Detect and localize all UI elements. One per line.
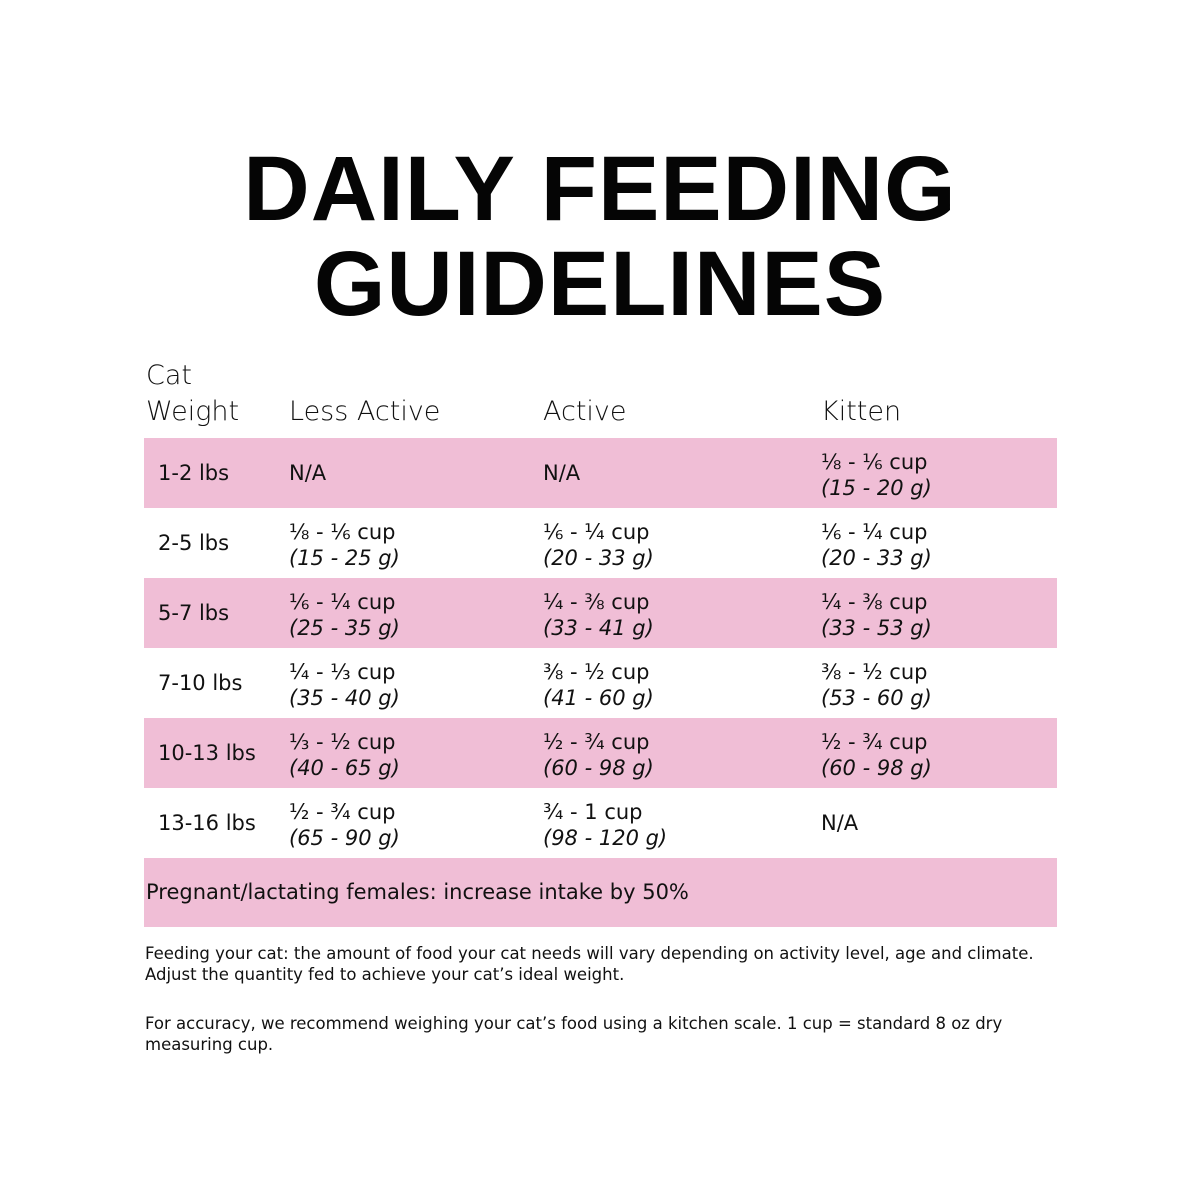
cup-amount: ⅙ - ¼ cup: [289, 590, 396, 614]
gram-amount: (25 - 35 g): [289, 616, 400, 640]
cup-amount: N/A: [289, 461, 327, 485]
title-line-2: GUIDELINES: [313, 233, 887, 335]
cup-amount: ½ - ¾ cup: [289, 800, 396, 824]
header-cat-weight: Cat Weight: [146, 358, 239, 430]
pregnant-note-row: Pregnant/lactating females: increase int…: [144, 858, 1057, 927]
cup-amount: N/A: [543, 461, 581, 485]
weight-cell: 1-2 lbs: [158, 461, 230, 485]
accuracy-note: For accuracy, we recommend weighing your…: [145, 1014, 1003, 1054]
cup-amount: ¼ - ⅓ cup: [289, 660, 396, 684]
active-cell: N/A: [543, 460, 580, 486]
kitten-cell: ⅛ - ⅙ cup (15 - 20 g): [821, 449, 932, 501]
active-cell: ¾ - 1 cup (98 - 120 g): [543, 799, 667, 851]
less-active-cell: ⅛ - ⅙ cup (15 - 25 g): [289, 519, 400, 571]
gram-amount: (40 - 65 g): [289, 756, 400, 780]
table-row: 5-7 lbs ⅙ - ¼ cup (25 - 35 g) ¼ - ⅜ cup (33 …: [144, 578, 1057, 648]
active-cell: ¼ - ⅜ cup (33 - 41 g): [543, 589, 654, 641]
gram-amount: (41 - 60 g): [543, 686, 654, 710]
gram-amount: (53 - 60 g): [821, 686, 932, 710]
less-active-cell: ⅓ - ½ cup (40 - 65 g): [289, 729, 400, 781]
header-active: Active: [543, 396, 627, 427]
active-cell: ½ - ¾ cup (60 - 98 g): [543, 729, 654, 781]
cup-amount: ⅜ - ½ cup: [543, 660, 650, 684]
weight-cell: 2-5 lbs: [158, 531, 230, 555]
table-row: 10-13 lbs ⅓ - ½ cup (40 - 65 g) ½ - ¾ cup (6…: [144, 718, 1057, 788]
cup-amount: ½ - ¾ cup: [821, 730, 928, 754]
header-weight: Weight: [146, 396, 240, 427]
cup-amount: ⅙ - ¼ cup: [821, 520, 928, 544]
gram-amount: (35 - 40 g): [289, 686, 400, 710]
gram-amount: (60 - 98 g): [543, 756, 654, 780]
kitten-cell: ⅜ - ½ cup (53 - 60 g): [821, 659, 932, 711]
gram-amount: (15 - 25 g): [289, 546, 400, 570]
cup-amount: ¼ - ⅜ cup: [543, 590, 650, 614]
less-active-cell: ⅙ - ¼ cup (25 - 35 g): [289, 589, 400, 641]
weight-cell: 13-16 lbs: [158, 811, 256, 835]
table-row: 7-10 lbs ¼ - ⅓ cup (35 - 40 g) ⅜ - ½ cup (41…: [144, 648, 1057, 718]
kitten-cell: N/A: [821, 810, 858, 836]
kitten-cell: ¼ - ⅜ cup (33 - 53 g): [821, 589, 932, 641]
less-active-cell: ½ - ¾ cup (65 - 90 g): [289, 799, 400, 851]
cup-amount: ⅙ - ¼ cup: [543, 520, 650, 544]
table-row: 2-5 lbs ⅛ - ⅙ cup (15 - 25 g) ⅙ - ¼ cup (20 …: [144, 508, 1057, 578]
gram-amount: (33 - 53 g): [821, 616, 932, 640]
pregnant-note: Pregnant/lactating females: increase int…: [146, 880, 689, 904]
title-line-1: DAILY FEEDING: [243, 138, 957, 240]
kitten-cell: ½ - ¾ cup (60 - 98 g): [821, 729, 932, 781]
header-cat: Cat: [146, 360, 192, 391]
cup-amount: ⅛ - ⅙ cup: [289, 520, 396, 544]
less-active-cell: N/A: [289, 460, 326, 486]
header-less-active: Less Active: [289, 396, 441, 427]
cup-amount: N/A: [821, 811, 859, 835]
active-cell: ⅙ - ¼ cup (20 - 33 g): [543, 519, 654, 571]
weight-cell: 5-7 lbs: [158, 601, 230, 625]
weight-cell: 10-13 lbs: [158, 741, 256, 765]
cup-amount: ¾ - 1 cup: [543, 800, 643, 824]
header-kitten: Kitten: [821, 396, 902, 427]
gram-amount: (33 - 41 g): [543, 616, 654, 640]
cup-amount: ½ - ¾ cup: [543, 730, 650, 754]
gram-amount: (60 - 98 g): [821, 756, 932, 780]
gram-amount: (65 - 90 g): [289, 826, 400, 850]
gram-amount: (20 - 33 g): [821, 546, 932, 570]
page-title: DAILY FEEDING GUIDELINES: [0, 142, 1200, 332]
table-row: 13-16 lbs ½ - ¾ cup (65 - 90 g) ¾ - 1 cup (9…: [144, 788, 1057, 858]
weight-cell: 7-10 lbs: [158, 671, 243, 695]
table-row: 1-2 lbs N/A N/A ⅛ - ⅙ cup (15 - 20 g): [144, 438, 1057, 508]
gram-amount: (98 - 120 g): [543, 826, 668, 850]
kitten-cell: ⅙ - ¼ cup (20 - 33 g): [821, 519, 932, 571]
cup-amount: ⅜ - ½ cup: [821, 660, 928, 684]
gram-amount: (15 - 20 g): [821, 476, 932, 500]
gram-amount: (20 - 33 g): [543, 546, 654, 570]
cup-amount: ⅛ - ⅙ cup: [821, 450, 928, 474]
less-active-cell: ¼ - ⅓ cup (35 - 40 g): [289, 659, 400, 711]
active-cell: ⅜ - ½ cup (41 - 60 g): [543, 659, 654, 711]
feeding-note: Feeding your cat: the amount of food you…: [145, 944, 1034, 984]
cup-amount: ¼ - ⅜ cup: [821, 590, 928, 614]
cup-amount: ⅓ - ½ cup: [289, 730, 396, 754]
